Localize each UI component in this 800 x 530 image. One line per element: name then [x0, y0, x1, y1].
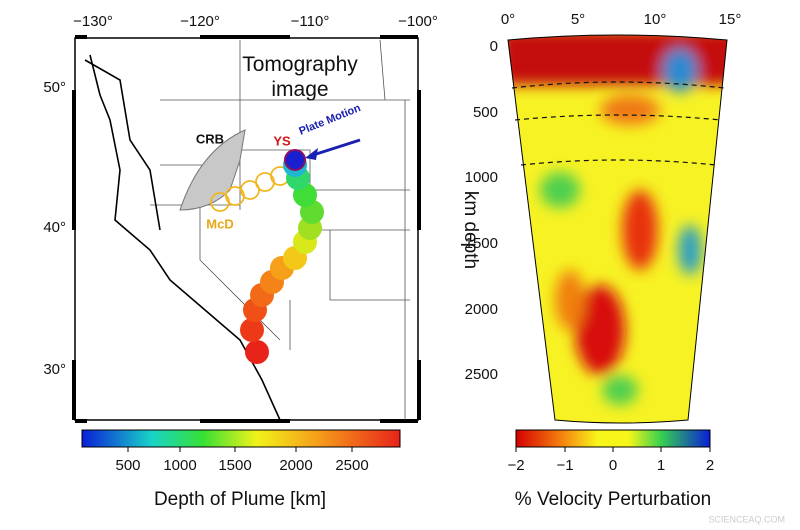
- plume-segment: [240, 318, 264, 342]
- annotation: McD: [206, 216, 233, 231]
- depth-tick-label: 500: [473, 104, 498, 121]
- colorbar: [515, 429, 711, 448]
- annotation: Tomography image: [242, 53, 358, 101]
- tomography-section: [508, 35, 727, 423]
- colorbar-tick-label: 2000: [279, 457, 312, 474]
- lat-tick-label: 30°: [43, 361, 66, 378]
- colorbar-tick-label: 2: [706, 457, 714, 474]
- annotation: YS: [273, 133, 291, 148]
- colorbar-tick-label: 1000: [163, 457, 196, 474]
- plate-motion-arrow: [309, 138, 361, 158]
- angle-tick-label: 0°: [501, 11, 515, 28]
- colorbar-tick-label: 500: [115, 457, 140, 474]
- colorbar-tick-label: 1500: [218, 457, 251, 474]
- annotation: CRB: [196, 131, 224, 146]
- watermark: SCIENCEAQ.COM: [708, 514, 785, 524]
- colorbar-label: Depth of Plume [km]: [154, 489, 326, 510]
- angle-tick-label: 10°: [644, 11, 667, 28]
- lon-tick-label: −120°: [180, 13, 220, 30]
- lat-tick-label: 40°: [43, 219, 66, 236]
- depth-tick-label: 2000: [465, 301, 498, 318]
- colorbar-tick-label: 2500: [335, 457, 368, 474]
- depth-tick-label: 1000: [465, 169, 498, 186]
- depth-tick-label: 1500: [465, 235, 498, 252]
- lon-tick-label: −110°: [291, 13, 330, 30]
- angle-tick-label: 5°: [571, 11, 585, 28]
- subduction-zone: [84, 59, 161, 231]
- colorbar-tick-label: 0: [609, 457, 617, 474]
- hotspot-track: [210, 166, 290, 212]
- colorbar-tick-label: −2: [507, 457, 524, 474]
- angle-tick-label: 15°: [719, 11, 742, 28]
- label-line: image: [271, 78, 328, 101]
- label-line: Tomography: [242, 53, 358, 76]
- yellowstone-marker: [284, 149, 306, 171]
- colorbar: [81, 429, 401, 448]
- colorbar-label: % Velocity Perturbation: [515, 489, 711, 510]
- colorbar-tick-label: 1: [657, 457, 665, 474]
- discontinuities: [511, 81, 725, 166]
- frame-ticks: [72, 35, 421, 423]
- lon-tick-label: −130°: [73, 13, 113, 30]
- depth-tick-label: 0: [490, 38, 498, 55]
- axis-label: km depth: [460, 191, 481, 269]
- arrowhead: [305, 148, 318, 160]
- section-outline: [507, 34, 728, 424]
- plume-segment: [245, 340, 269, 364]
- lon-tick-label: −100°: [398, 13, 438, 30]
- colorbar-tick-label: −1: [556, 457, 573, 474]
- depth-tick-label: 2500: [465, 366, 498, 383]
- lat-tick-label: 50°: [43, 79, 66, 96]
